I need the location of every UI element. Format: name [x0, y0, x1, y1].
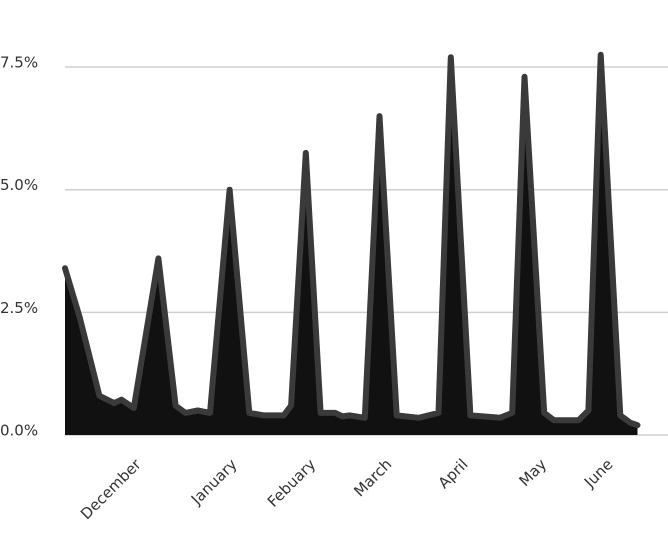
x-tick-label: May — [516, 455, 551, 490]
x-tick-label: December — [77, 455, 145, 523]
area-line — [62, 51, 641, 429]
area — [65, 54, 638, 436]
y-tick-label: 2.5% — [0, 299, 38, 317]
x-tick-label: January — [187, 455, 241, 509]
x-tick-label: April — [435, 455, 472, 492]
x-tick-label: Febuary — [264, 455, 319, 510]
y-tick-label: 5.0% — [0, 176, 38, 194]
y-tick-label: 7.5% — [0, 54, 38, 72]
x-tick-label: March — [350, 455, 395, 500]
y-tick-label: 0.0% — [0, 422, 38, 440]
x-tick-label: June — [580, 455, 617, 492]
